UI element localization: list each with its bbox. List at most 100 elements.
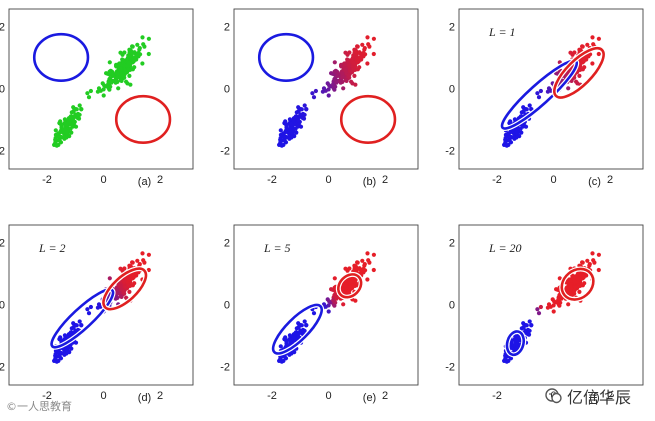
data-point: [77, 103, 82, 108]
data-point: [332, 60, 337, 65]
iteration-label: L = 2: [38, 241, 66, 255]
data-point: [71, 118, 76, 123]
data-point: [123, 285, 128, 290]
data-point: [140, 251, 145, 256]
data-point: [577, 289, 582, 294]
data-point: [583, 55, 588, 60]
data-point: [59, 339, 64, 344]
data-point: [102, 83, 107, 88]
data-point: [590, 61, 595, 66]
data-point: [86, 95, 92, 100]
data-point: [355, 44, 360, 49]
data-point: [581, 59, 586, 64]
data-point: [327, 83, 332, 88]
data-point: [130, 44, 135, 49]
x-tick-label: 2: [157, 174, 163, 186]
data-point: [343, 266, 348, 271]
data-point: [557, 303, 562, 308]
data-point: [115, 287, 120, 292]
data-point: [295, 124, 300, 129]
data-point: [116, 86, 121, 91]
data-point: [347, 266, 352, 271]
y-tick-label: -2: [445, 361, 455, 373]
data-point: [367, 260, 372, 265]
data-point: [278, 356, 283, 361]
x-tick-label: -2: [267, 390, 277, 402]
data-point: [58, 119, 63, 124]
data-point: [351, 53, 356, 58]
data-point: [343, 283, 348, 288]
data-point: [127, 289, 132, 294]
data-point: [340, 287, 345, 292]
y-tick-label: 0: [224, 83, 230, 95]
data-point: [128, 82, 133, 87]
data-point: [58, 129, 63, 135]
data-point: [106, 82, 111, 87]
data-point: [535, 91, 540, 96]
data-point: [367, 44, 372, 49]
data-point: [123, 69, 128, 74]
data-point: [282, 354, 287, 359]
data-point: [127, 73, 132, 78]
data-point: [61, 127, 66, 132]
data-point: [358, 271, 363, 276]
data-point: [556, 298, 561, 303]
data-point: [64, 345, 69, 351]
data-point: [346, 73, 351, 78]
data-point: [351, 60, 356, 66]
data-point: [357, 50, 362, 55]
data-point: [118, 283, 123, 288]
data-point: [519, 110, 524, 115]
data-point: [113, 79, 118, 84]
data-point: [585, 42, 590, 47]
data-point: [320, 89, 325, 94]
data-point: [121, 73, 126, 78]
data-point: [365, 277, 370, 282]
data-point: [332, 276, 337, 281]
data-point: [340, 75, 345, 80]
data-point: [101, 93, 106, 98]
data-point: [519, 130, 524, 135]
data-point: [590, 35, 595, 40]
panel-c: 2 0 -2 -2 0 2 (c) L = 1: [445, 8, 644, 188]
data-point: [580, 260, 585, 265]
data-point: [524, 107, 529, 112]
data-point: [576, 283, 581, 288]
panel-e: 2 0 -2 -2 0 2 (e) L = 5: [220, 224, 419, 404]
x-tick-label: 0: [325, 390, 331, 402]
x-tick-label: -2: [267, 174, 277, 186]
y-tick-label: 2: [224, 21, 230, 33]
data-point: [568, 278, 573, 283]
watermark-left: ©一人思教育: [6, 400, 72, 413]
data-point: [107, 276, 112, 281]
data-point: [596, 267, 601, 273]
data-point: [331, 298, 336, 303]
data-point: [110, 73, 115, 78]
y-tick-label: -2: [445, 145, 455, 157]
data-point: [596, 36, 602, 41]
data-point: [341, 302, 346, 307]
data-point: [514, 129, 519, 135]
x-tick-label: 0: [550, 174, 556, 186]
data-point: [69, 130, 74, 135]
data-point: [120, 57, 125, 62]
data-point: [62, 352, 67, 357]
data-point: [133, 271, 138, 276]
data-point: [587, 262, 592, 267]
data-point: [580, 283, 586, 288]
data-point: [551, 309, 556, 314]
data-point: [355, 67, 360, 72]
data-point: [53, 356, 58, 361]
panel-label: (a): [138, 176, 151, 188]
panel-d: 2 0 -2 -2 0 2 (d) L = 2: [0, 224, 194, 404]
data-point: [74, 107, 79, 112]
data-point: [96, 302, 102, 307]
data-point: [79, 107, 84, 112]
data-point: [538, 88, 544, 94]
data-point: [508, 129, 513, 135]
data-point: [53, 140, 58, 145]
data-point: [566, 86, 571, 91]
data-point: [546, 86, 552, 91]
y-tick-label: -2: [0, 361, 5, 373]
